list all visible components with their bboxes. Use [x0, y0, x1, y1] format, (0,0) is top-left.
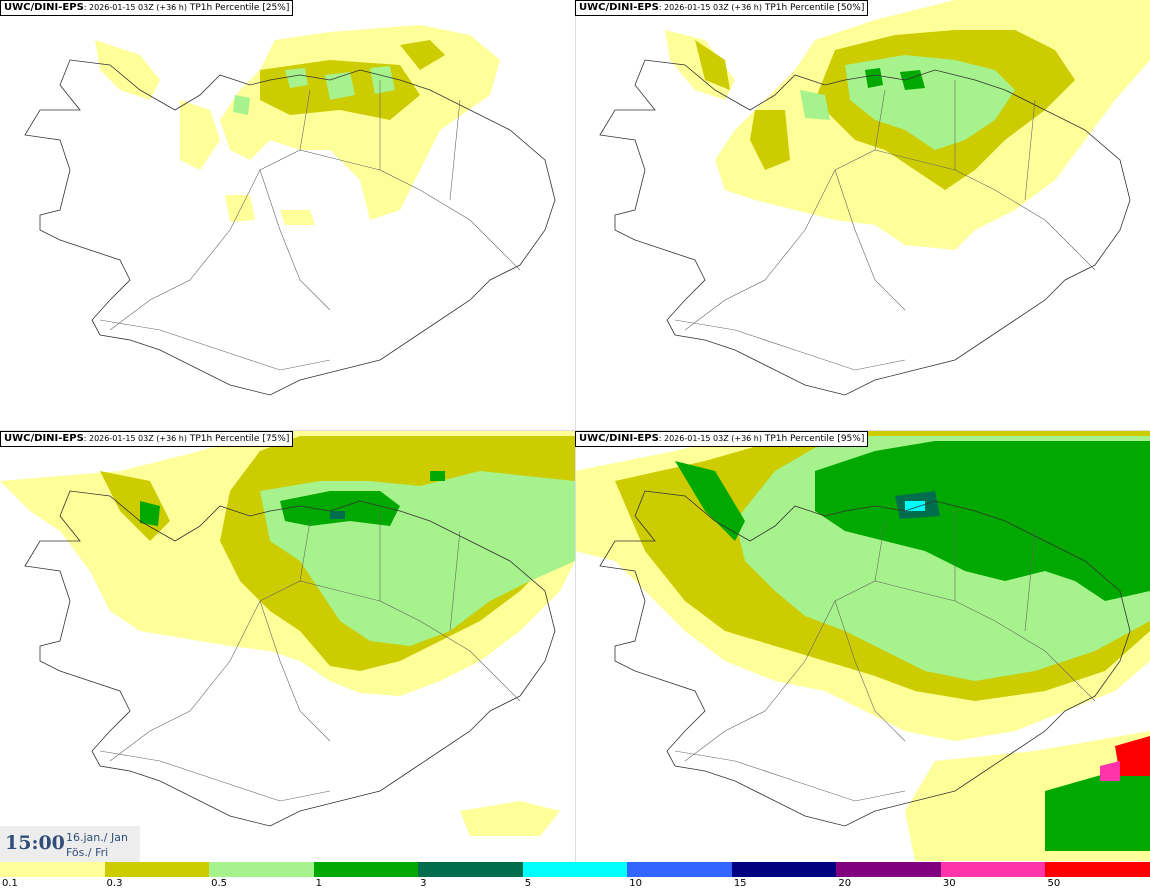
legend-tick-label: 3 — [420, 878, 427, 889]
valid-time-box: 15:00 16.jan./ Jan Fös./ Fri — [0, 826, 140, 862]
legend-tick-label: 50 — [1047, 878, 1061, 889]
precip-layer — [95, 25, 500, 225]
panel-title-p95: UWC/DINI-EPS: 2026-01-15 03Z (+36 h) TP1… — [575, 431, 869, 447]
legend-tick-label: 15 — [733, 878, 747, 889]
legend-swatch — [418, 862, 524, 877]
legend-swatch — [522, 862, 628, 877]
legend-tick-label: 0.1 — [2, 878, 18, 889]
legend-swatch — [313, 862, 419, 877]
legend-tick-label: 5 — [524, 878, 532, 889]
horizontal-divider — [0, 430, 1150, 431]
coastline — [24, 490, 556, 827]
precip-layer — [0, 431, 575, 836]
precip-map-p95 — [575, 431, 1150, 861]
precip-map-p75 — [0, 431, 575, 836]
precip-map-p50 — [599, 0, 1150, 396]
field-name: TP1h Percentile [25%] — [186, 3, 290, 13]
roads — [674, 511, 1096, 802]
legend-swatch — [1045, 862, 1150, 877]
legend-swatch — [940, 862, 1046, 877]
precip-color-legend: 0.1 0.3 0.5 1 3 5 10 15 20 30 50 — [0, 862, 1150, 891]
run-info: : 2026-01-15 03Z (+36 h) — [83, 3, 187, 12]
run-info: : 2026-01-15 03Z (+36 h) — [83, 434, 187, 443]
precip-layer — [575, 431, 1150, 861]
model-name: UWC/DINI-EPS — [579, 2, 659, 13]
field-name: TP1h Percentile [95%] — [761, 434, 865, 444]
valid-time: 15:00 — [5, 832, 65, 854]
model-name: UWC/DINI-EPS — [579, 433, 659, 444]
map-panel-p75: UWC/DINI-EPS: 2026-01-15 03Z (+36 h) TP1… — [0, 431, 575, 861]
legend-tick-label: 20 — [838, 878, 852, 889]
roads — [99, 511, 521, 802]
valid-date: 16.jan./ Jan — [66, 831, 128, 844]
legend-swatch — [627, 862, 733, 877]
legend-swatch — [731, 862, 837, 877]
legend-tick-label: 30 — [942, 878, 956, 889]
coastline — [599, 59, 1131, 396]
coastline — [24, 59, 556, 396]
run-info: : 2026-01-15 03Z (+36 h) — [658, 3, 762, 12]
run-info: : 2026-01-15 03Z (+36 h) — [658, 434, 762, 443]
legend-tick-label: 0.5 — [211, 878, 227, 889]
roads — [674, 80, 1096, 371]
field-name: TP1h Percentile [50%] — [761, 3, 865, 13]
valid-weekday: Fös./ Fri — [66, 846, 109, 859]
legend-swatch — [836, 862, 942, 877]
model-name: UWC/DINI-EPS — [4, 433, 84, 444]
legend-swatch — [209, 862, 315, 877]
map-panel-p25: UWC/DINI-EPS: 2026-01-15 03Z (+36 h) TP1… — [0, 0, 575, 430]
legend-swatch — [0, 862, 106, 877]
legend-tick-label: 1 — [315, 878, 322, 889]
panel-title-p75: UWC/DINI-EPS: 2026-01-15 03Z (+36 h) TP1… — [0, 431, 294, 447]
precip-layer — [665, 0, 1150, 250]
legend-swatch — [104, 862, 210, 877]
roads — [99, 80, 521, 371]
precip-map-p25 — [24, 25, 556, 396]
legend-tick-label: 10 — [629, 878, 642, 889]
field-name: TP1h Percentile [75%] — [186, 434, 290, 444]
model-name: UWC/DINI-EPS — [4, 2, 84, 13]
panel-title-p25: UWC/DINI-EPS: 2026-01-15 03Z (+36 h) TP1… — [0, 0, 294, 16]
panel-title-p50: UWC/DINI-EPS: 2026-01-15 03Z (+36 h) TP1… — [575, 0, 869, 16]
map-panel-p95: UWC/DINI-EPS: 2026-01-15 03Z (+36 h) TP1… — [575, 431, 1150, 861]
legend-tick-label: 0.3 — [106, 878, 123, 889]
map-panel-p50: UWC/DINI-EPS: 2026-01-15 03Z (+36 h) TP1… — [575, 0, 1150, 430]
coastline — [599, 490, 1131, 827]
